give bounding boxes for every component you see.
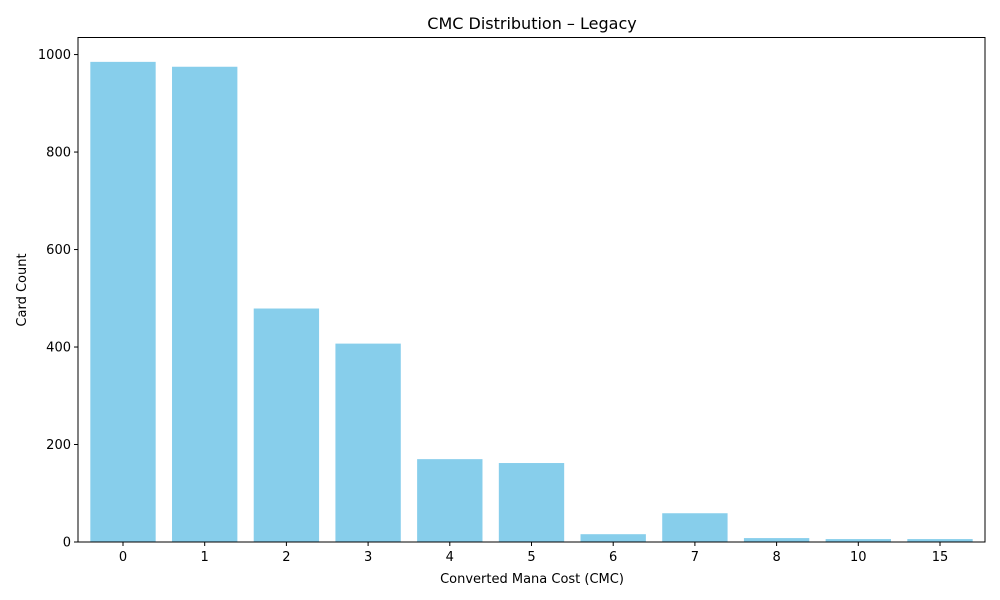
bar-cmc-2: [253, 308, 320, 542]
x-axis-title: Converted Mana Cost (CMC): [440, 572, 624, 587]
bar-cmc-4: [417, 459, 483, 542]
bar-cmc-1: [172, 66, 238, 542]
x-tick-label: 5: [527, 550, 535, 565]
plot-frame: [77, 37, 986, 543]
bar-cmc-5: [498, 463, 565, 542]
bar-cmc-6: [580, 534, 646, 542]
bar-cmc-7: [662, 513, 728, 542]
x-tick-label: 8: [772, 550, 780, 565]
bar-cmc-3: [335, 343, 401, 542]
x-tick-label: 1: [201, 550, 209, 565]
y-tick-label: 600: [46, 243, 71, 258]
y-axis-ticks: 0 200 400 600 800 1000: [38, 48, 78, 551]
y-tick-label: 0: [63, 536, 71, 551]
y-tick-label: 1000: [38, 48, 71, 63]
x-tick-label: 7: [691, 550, 699, 565]
x-axis-ticks: 0 1 2 3 4 5 6 7 8 10 15: [119, 542, 948, 565]
x-tick-label: 2: [282, 550, 290, 565]
x-tick-label: 6: [609, 550, 617, 565]
x-tick-label: 0: [119, 550, 127, 565]
y-tick-label: 200: [46, 438, 71, 453]
chart-title: CMC Distribution – Legacy: [427, 14, 636, 33]
bar-cmc-15: [907, 539, 973, 542]
y-tick-label: 800: [46, 146, 71, 161]
x-tick-label: 15: [932, 550, 949, 565]
bar-cmc-8: [743, 538, 810, 542]
bar-cmc-0: [90, 61, 156, 543]
x-tick-label: 3: [364, 550, 372, 565]
x-tick-label: 4: [446, 550, 454, 565]
x-tick-label: 10: [850, 550, 867, 565]
y-axis-title: Card Count: [15, 253, 30, 326]
bars-group: [90, 61, 973, 543]
y-tick-label: 400: [46, 341, 71, 356]
bar-cmc-10: [825, 539, 891, 542]
